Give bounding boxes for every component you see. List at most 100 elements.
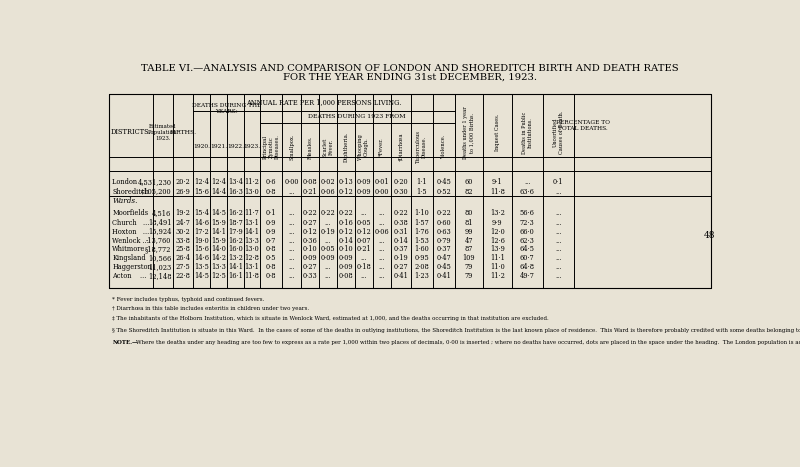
Text: 0·41: 0·41 [436,272,451,280]
Text: ...: ... [378,254,385,262]
Text: 13·4: 13·4 [228,178,243,186]
Text: 0·37: 0·37 [437,246,451,254]
Text: 0·36: 0·36 [302,236,318,245]
Text: 18,491: 18,491 [148,219,171,226]
Text: 0·21: 0·21 [357,246,371,254]
Text: 0·19: 0·19 [321,227,335,235]
Text: 15·9: 15·9 [211,236,226,245]
Text: Scarlet
Fever.: Scarlet Fever. [322,137,334,156]
Text: DISTRICTS.: DISTRICTS. [110,128,151,136]
Text: 0·38: 0·38 [394,219,408,226]
Text: 0·52: 0·52 [437,188,451,196]
Text: †Diarrhœa: †Diarrhœa [398,133,403,161]
Text: ...: ... [288,236,294,245]
Text: 1·10: 1·10 [414,209,429,217]
Text: 12·4: 12·4 [194,178,209,186]
Text: ...: ... [288,219,294,226]
Text: 0·27: 0·27 [302,263,317,271]
Text: 0·6: 0·6 [266,178,276,186]
Text: 9·9: 9·9 [492,219,502,226]
Text: 0·14: 0·14 [338,236,354,245]
Text: ...: ... [325,219,331,226]
Text: London ...: London ... [112,178,146,186]
Text: 0·09: 0·09 [338,263,353,271]
Text: 0·22: 0·22 [338,209,354,217]
Text: 13·1: 13·1 [245,263,259,271]
Text: 0·95: 0·95 [414,254,429,262]
Text: 63·6: 63·6 [520,188,534,196]
Text: 27·5: 27·5 [176,263,190,271]
Text: 26·9: 26·9 [176,188,190,196]
Text: 13·5: 13·5 [194,263,209,271]
Text: Hoxton   ...: Hoxton ... [112,227,150,235]
Text: ...: ... [378,272,385,280]
Text: 0·45: 0·45 [436,263,451,271]
Text: Principal
Zymotic
Diseases.: Principal Zymotic Diseases. [263,134,279,159]
Text: 14·5: 14·5 [194,272,209,280]
Text: 0·22: 0·22 [394,209,408,217]
Text: ...: ... [325,263,331,271]
Text: ...: ... [524,178,530,186]
Text: 0·8: 0·8 [266,188,276,196]
Text: Haggerston: Haggerston [112,263,152,271]
Text: ‑13,760: ‑13,760 [146,236,171,245]
Text: 0·08: 0·08 [302,178,317,186]
Text: 13·0: 13·0 [245,246,259,254]
Text: 0·79: 0·79 [437,236,451,245]
Text: 0·1: 0·1 [266,209,276,217]
Text: ANNUAL RATE PER 1,000 PERSONS LIVING.: ANNUAL RATE PER 1,000 PERSONS LIVING. [246,98,402,106]
Text: ...: ... [325,236,331,245]
Text: ...: ... [361,209,367,217]
Text: ...: ... [378,236,385,245]
Text: 0·00: 0·00 [374,188,389,196]
Text: 48: 48 [703,231,715,241]
Text: 0·18: 0·18 [357,263,371,271]
Text: 0·05: 0·05 [321,246,335,254]
Text: 13·0: 13·0 [245,188,259,196]
Text: ...: ... [555,209,562,217]
Text: 12·5: 12·5 [211,272,226,280]
Text: 60: 60 [465,178,473,186]
Text: 11·1: 11·1 [490,254,505,262]
Text: ...: ... [555,246,562,254]
Text: Deaths in Public
Institutions.: Deaths in Public Institutions. [522,111,533,154]
Text: TABLE VI.—ANALYSIS AND COMPARISON OF LONDON AND SHOREDITCH BIRTH AND DEATH RATES: TABLE VI.—ANALYSIS AND COMPARISON OF LON… [141,64,679,73]
Text: 11·7: 11·7 [245,209,259,217]
Text: 11·0: 11·0 [490,263,505,271]
Text: 60·7: 60·7 [520,254,534,262]
Text: PERCENTAGE TO
TOTAL DEATHS.: PERCENTAGE TO TOTAL DEATHS. [556,120,610,131]
Text: 15·4: 15·4 [194,209,209,217]
Text: 0·5: 0·5 [266,254,276,262]
Text: BIRTHS.: BIRTHS. [170,130,197,135]
Text: ...: ... [288,263,294,271]
Text: * Fever includes typhus, typhoid and continued fevers.: * Fever includes typhus, typhoid and con… [112,297,265,302]
Text: 0·06: 0·06 [321,188,335,196]
Text: 0·05: 0·05 [357,219,371,226]
Text: 14·6: 14·6 [194,254,209,262]
Text: 0·33: 0·33 [302,272,318,280]
Text: 33·8: 33·8 [176,236,190,245]
Text: ...: ... [555,272,562,280]
Text: 12,148: 12,148 [148,272,171,280]
Text: 0·41: 0·41 [394,272,408,280]
Text: NOTE.—: NOTE.— [112,340,138,345]
Text: 15,924: 15,924 [148,227,171,235]
Text: 14·4: 14·4 [211,188,226,196]
Text: 15·6: 15·6 [194,188,209,196]
Text: Inquest Cases.: Inquest Cases. [495,114,500,151]
Text: 12·0: 12·0 [490,227,505,235]
Text: Violence.: Violence. [442,134,446,159]
Text: 15·9: 15·9 [211,219,226,226]
Text: 0·20: 0·20 [394,178,408,186]
Text: Diphtheria.: Diphtheria. [343,132,348,162]
Text: 0·9: 0·9 [266,219,276,226]
Text: ‡105,200: ‡105,200 [141,188,171,196]
Text: 0·16: 0·16 [338,219,354,226]
Text: 0·47: 0·47 [437,254,451,262]
Text: 0·08: 0·08 [338,272,353,280]
Text: ...: ... [361,254,367,262]
Text: 0·10: 0·10 [302,246,317,254]
Text: 13·2: 13·2 [490,209,505,217]
Text: FOR THE YEAR ENDING 31st DECEMBER, 1923.: FOR THE YEAR ENDING 31st DECEMBER, 1923. [283,73,537,82]
Text: 56·6: 56·6 [520,209,534,217]
